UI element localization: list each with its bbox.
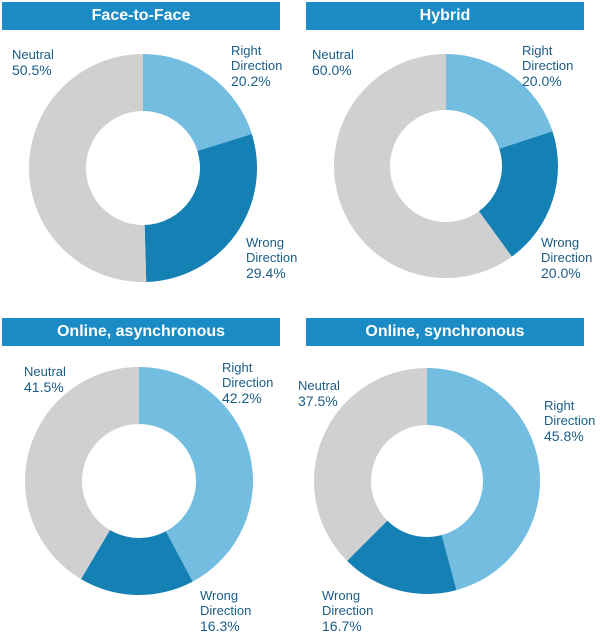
panel-title: Online, synchronous xyxy=(306,318,584,346)
slice-name-line: Direction xyxy=(522,58,574,73)
donut-panel-online-synchronous: Online, synchronous Right Direction 45.8… xyxy=(298,318,595,634)
slice-value: 16.7% xyxy=(322,618,362,634)
donut-slice-right-direction xyxy=(143,54,252,151)
slice-value: 20.2% xyxy=(231,73,271,89)
donut-slice-neutral xyxy=(24,367,139,580)
slice-value: 20.0% xyxy=(522,73,562,89)
slice-label-neutral: Neutral 50.5% xyxy=(12,47,54,79)
slice-value: 37.5% xyxy=(298,393,338,409)
donut-slice-wrong-direction xyxy=(347,520,457,594)
donut-slice-wrong-direction xyxy=(144,133,257,282)
donut-slice-right-direction xyxy=(446,54,553,149)
slice-name-line: Neutral xyxy=(298,378,340,393)
slice-name-line: Direction xyxy=(231,58,283,73)
slice-name-line: Wrong xyxy=(246,235,285,250)
donut-slice-wrong-direction xyxy=(478,131,558,257)
slice-name-line: Neutral xyxy=(12,47,54,62)
slice-name-line: Right xyxy=(522,43,553,58)
slice-name-line: Wrong xyxy=(200,588,239,603)
slice-value: 20.0% xyxy=(541,265,581,281)
slice-label-neutral: Neutral 37.5% xyxy=(298,378,340,410)
donut-chart xyxy=(334,53,558,279)
slice-name-line: Right xyxy=(222,360,253,375)
slice-value: 60.0% xyxy=(312,62,352,78)
slice-value: 41.5% xyxy=(24,379,64,395)
slice-name-line: Direction xyxy=(246,250,298,265)
donut-chart xyxy=(24,367,254,595)
donut-chart xyxy=(29,54,257,282)
slice-label-neutral: Neutral 41.5% xyxy=(24,364,66,396)
slice-label-right-direction: Right Direction 20.0% xyxy=(522,43,573,90)
slice-value: 16.3% xyxy=(200,618,240,634)
donut-chart xyxy=(314,368,540,594)
slice-name-line: Wrong xyxy=(322,588,361,603)
slice-label-right-direction: Right Direction 42.2% xyxy=(222,360,273,407)
donut-slice-right-direction xyxy=(427,368,540,591)
donut-panel-hybrid: Hybrid Right Direction 20.0% Wrong Direc… xyxy=(306,2,592,312)
slice-name-line: Direction xyxy=(200,603,252,618)
donut-panel-online-asynchronous: Online, asynchronous Right Direction 42.… xyxy=(2,318,282,634)
panel-title: Hybrid xyxy=(306,2,584,30)
slice-label-right-direction: Right Direction 45.8% xyxy=(544,398,595,445)
slice-label-wrong-direction: Wrong Direction 29.4% xyxy=(246,235,297,282)
slice-name-line: Direction xyxy=(544,413,596,428)
slice-name-line: Direction xyxy=(222,375,274,390)
slice-label-wrong-direction: Wrong Direction 20.0% xyxy=(541,235,592,282)
slice-name-line: Neutral xyxy=(312,47,354,62)
slice-value: 50.5% xyxy=(12,62,52,78)
slice-label-wrong-direction: Wrong Direction 16.7% xyxy=(322,588,373,635)
slice-name-line: Right xyxy=(544,398,575,413)
slice-label-neutral: Neutral 60.0% xyxy=(312,47,354,79)
panel-title: Online, asynchronous xyxy=(2,318,280,346)
slice-name-line: Right xyxy=(231,43,262,58)
slice-value: 29.4% xyxy=(246,265,286,281)
slice-value: 42.2% xyxy=(222,390,262,406)
slice-value: 45.8% xyxy=(544,428,584,444)
slice-label-right-direction: Right Direction 20.2% xyxy=(231,43,282,90)
slice-label-wrong-direction: Wrong Direction 16.3% xyxy=(200,588,251,635)
donut-slice-neutral xyxy=(29,54,147,282)
panel-title: Face-to-Face xyxy=(2,2,280,30)
donut-slice-right-direction xyxy=(139,367,254,582)
slice-name-line: Neutral xyxy=(24,364,66,379)
slice-name-line: Direction xyxy=(322,603,374,618)
donut-slice-neutral xyxy=(314,368,427,561)
donut-panel-face-to-face: Face-to-Face Right Direction 20.2% Wrong… xyxy=(2,2,297,312)
slice-name-line: Wrong xyxy=(541,235,580,250)
donut-slice-neutral xyxy=(334,53,512,279)
slice-name-line: Direction xyxy=(541,250,593,265)
donut-slice-wrong-direction xyxy=(80,530,193,595)
